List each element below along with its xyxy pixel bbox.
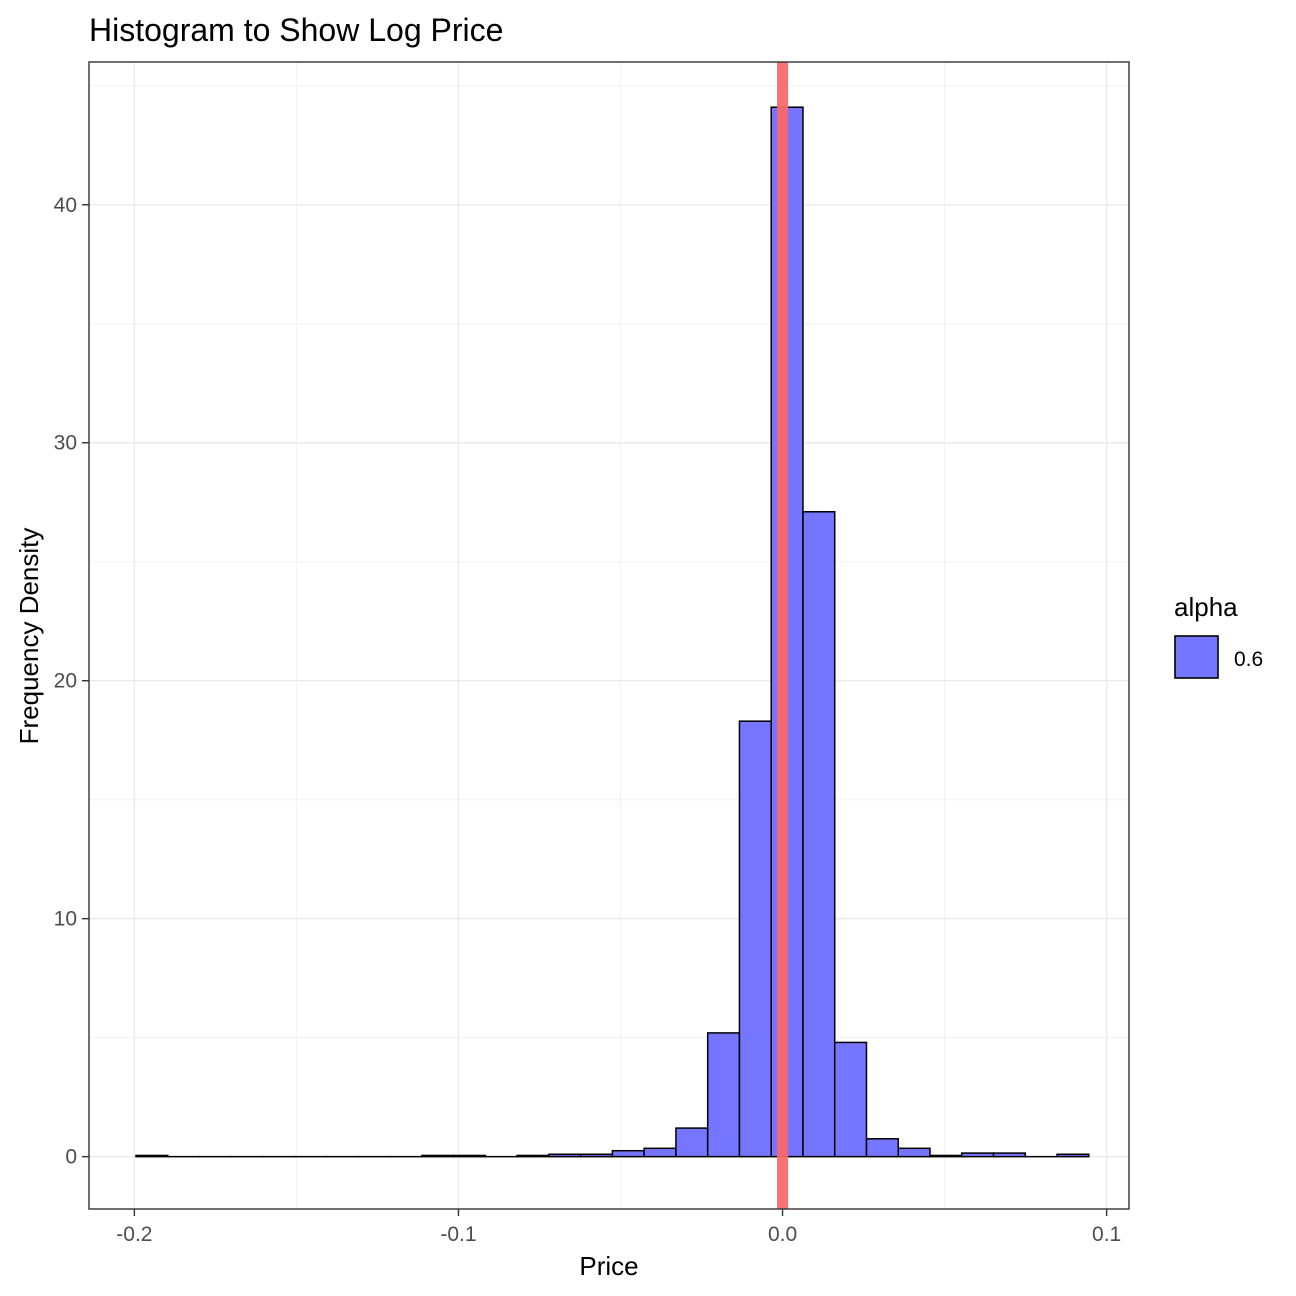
plot-panel-border — [88, 61, 1130, 1210]
legend-title: alpha — [1174, 592, 1238, 622]
x-tick-label: -0.2 — [116, 1223, 152, 1246]
histogram-bar — [1056, 1153, 1090, 1158]
y-tick-label: 30 — [54, 432, 77, 455]
histogram-bar — [865, 1138, 899, 1158]
histogram-bar — [548, 1153, 582, 1158]
histogram-bar — [929, 1154, 963, 1158]
x-axis-title: Price — [579, 1251, 638, 1281]
y-tick-label: 20 — [54, 670, 77, 693]
histogram-bar — [706, 1032, 741, 1158]
histogram-bar — [802, 511, 836, 1158]
x-tick-label: -0.1 — [440, 1223, 476, 1246]
x-tick-label: 0.0 — [768, 1223, 797, 1246]
histogram-bar — [516, 1154, 550, 1158]
histogram-bar — [135, 1154, 169, 1158]
legend-label: 0.6 — [1234, 648, 1263, 671]
y-axis-title: Frequency Density — [14, 528, 44, 745]
x-tick-label: 0.1 — [1092, 1223, 1121, 1246]
histogram-bar — [738, 720, 772, 1158]
histogram-bar — [675, 1127, 709, 1158]
x-axis: -0.2 -0.1 0.0 0.1 — [116, 1209, 1121, 1246]
histogram-bars — [135, 106, 1090, 1158]
histogram-bar — [452, 1154, 487, 1158]
histogram-bar — [961, 1152, 995, 1158]
y-tick-label: 0 — [65, 1146, 77, 1169]
legend: alpha 0.6 — [1174, 592, 1263, 679]
histogram-bar — [833, 1041, 868, 1158]
histogram-bar — [611, 1149, 645, 1158]
histogram-bar — [992, 1152, 1027, 1158]
grid-lines — [89, 62, 1129, 1209]
histogram-bar — [643, 1147, 677, 1158]
y-tick-label: 10 — [54, 908, 77, 931]
histogram-bar — [421, 1154, 455, 1158]
chart-title: Histogram to Show Log Price — [89, 12, 503, 48]
y-axis: 0 10 20 30 40 — [54, 194, 89, 1169]
legend-key-swatch — [1174, 635, 1219, 679]
histogram-bar — [579, 1153, 614, 1158]
y-tick-label: 40 — [54, 194, 77, 217]
histogram-bar — [897, 1147, 931, 1158]
